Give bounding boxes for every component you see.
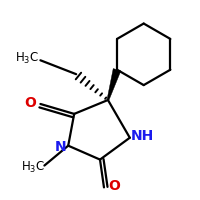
Text: O: O [25, 96, 36, 110]
Text: H$_3$C: H$_3$C [15, 51, 40, 66]
Text: NH: NH [131, 129, 154, 143]
Polygon shape [107, 69, 121, 100]
Text: N: N [54, 140, 66, 154]
Text: H$_3$C: H$_3$C [21, 160, 46, 175]
Text: O: O [108, 179, 120, 193]
